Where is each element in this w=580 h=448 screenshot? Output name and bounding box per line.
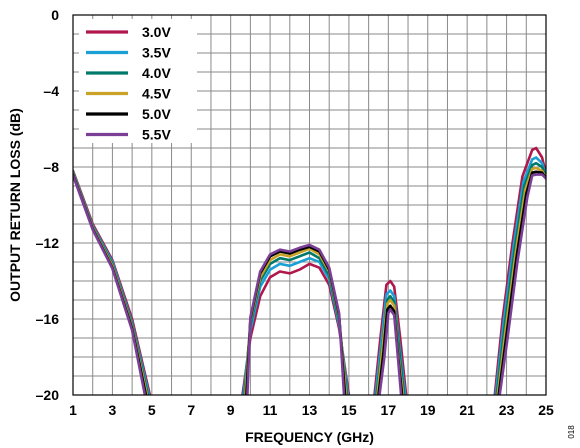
legend-background [79,19,197,143]
x-tick-label: 1 [69,402,77,418]
x-tick-label: 17 [381,402,397,418]
legend: 3.0V 3.5V 4.0V 4.5V 5.0V 5.5V [86,24,171,143]
legend-label: 4.0V [142,65,171,81]
series-line-5.5V [246,243,346,395]
y-axis-ticks: 0 –4 –8 –12 –16 –20 [36,7,60,403]
legend-label: 3.0V [142,24,171,40]
x-tick-label: 19 [420,402,436,418]
series-line-3.5V [494,156,546,395]
series-line-4.0V [495,161,546,395]
y-tick-label: 0 [51,7,59,23]
legend-label: 5.0V [142,106,171,122]
x-axis-ticks: 1 3 5 7 9 11 13 15 17 19 21 23 25 [69,402,554,418]
x-tick-label: 21 [459,402,475,418]
series-line-5.5V [498,173,546,395]
series-line-5.5V [73,174,147,395]
y-tick-label: –4 [43,83,59,99]
y-tick-label: –16 [36,311,60,327]
y-tick-label: –20 [36,387,60,403]
series-line-3.0V [373,279,408,395]
x-tick-label: 25 [538,402,554,418]
legend-label: 4.5V [142,86,171,102]
x-tick-label: 7 [187,402,195,418]
x-tick-label: 11 [263,402,278,418]
x-tick-label: 9 [227,402,235,418]
plot-frame [72,14,547,396]
curves [73,146,546,395]
x-tick-label: 5 [148,402,156,418]
x-tick-label: 15 [341,402,357,418]
x-tick-label: 23 [499,402,515,418]
y-axis-title: OUTPUT RETURN LOSS (dB) [7,108,23,302]
x-axis-title: FREQUENCY (GHz) [245,429,374,445]
legend-label: 3.5V [142,45,171,61]
figure-code: 018 [567,425,576,439]
series-line-5.5V [378,308,403,395]
x-tick-label: 3 [109,402,117,418]
legend-label: 5.5V [142,127,171,143]
y-tick-label: –12 [36,235,60,251]
y-tick-label: –8 [43,159,59,175]
series-line-3.0V [493,146,546,395]
series-line-4.5V [496,166,546,395]
x-tick-label: 13 [302,402,318,418]
